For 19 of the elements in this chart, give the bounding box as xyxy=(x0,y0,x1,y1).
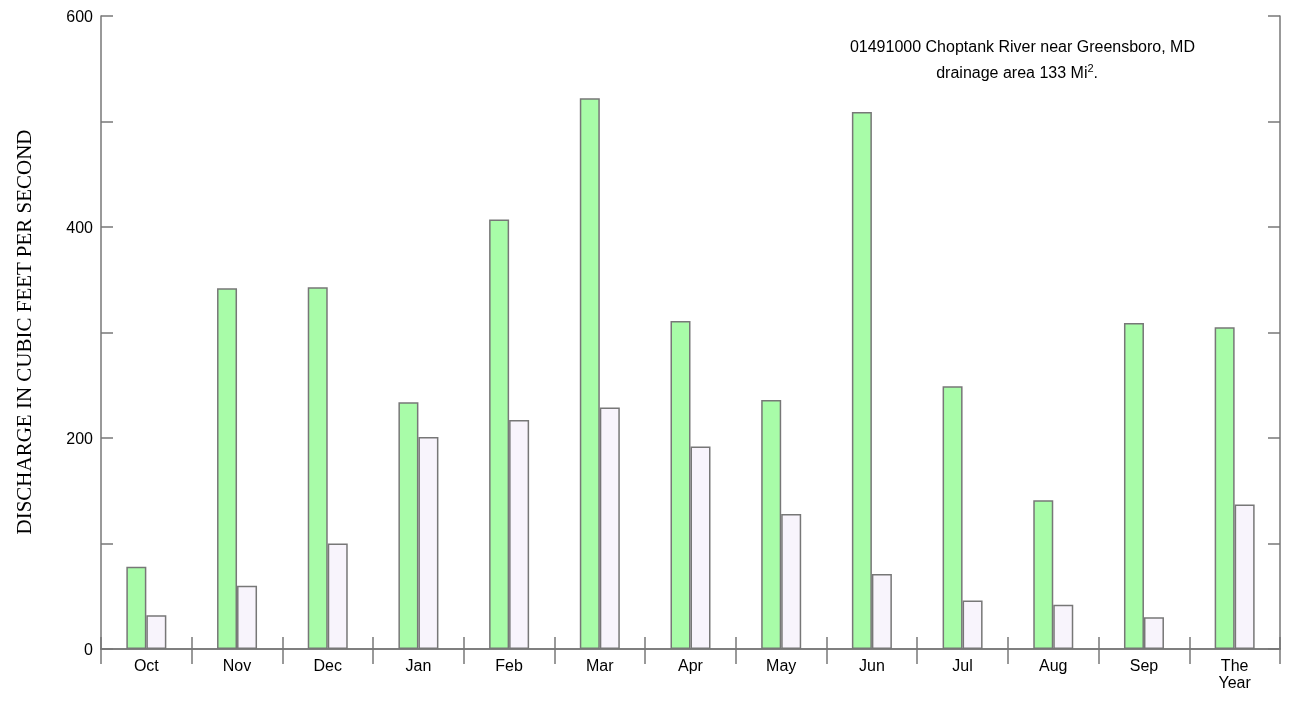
x-tick-label: Jul xyxy=(952,657,973,674)
y-axis-title: DISCHARGE IN CUBIC FEET PER SECOND xyxy=(12,129,36,535)
x-tick-label: Dec xyxy=(313,657,342,674)
x-tick-label: Mar xyxy=(586,657,615,674)
y-tick-label: 400 xyxy=(66,218,94,236)
annotation: 01491000 Choptank River near Greensboro, MD xyxy=(849,37,1196,55)
y-tick-label: 600 xyxy=(66,7,94,25)
x-tick-label: Apr xyxy=(678,657,704,674)
x-tick-label: The Year xyxy=(1218,657,1252,691)
x-tick-label: Sep xyxy=(1129,657,1159,674)
x-tick-label: Oct xyxy=(133,657,160,674)
y-tick-label: 200 xyxy=(66,429,94,447)
x-tick-label: Jun xyxy=(858,657,885,674)
x-tick-label: Aug xyxy=(1039,657,1068,674)
y-tick-label: 0 xyxy=(84,640,94,658)
x-tick-label: Nov xyxy=(222,657,252,674)
x-tick-label: Jan xyxy=(405,657,432,674)
x-tick-label: May xyxy=(766,657,797,674)
x-tick-label: Feb xyxy=(495,657,523,674)
